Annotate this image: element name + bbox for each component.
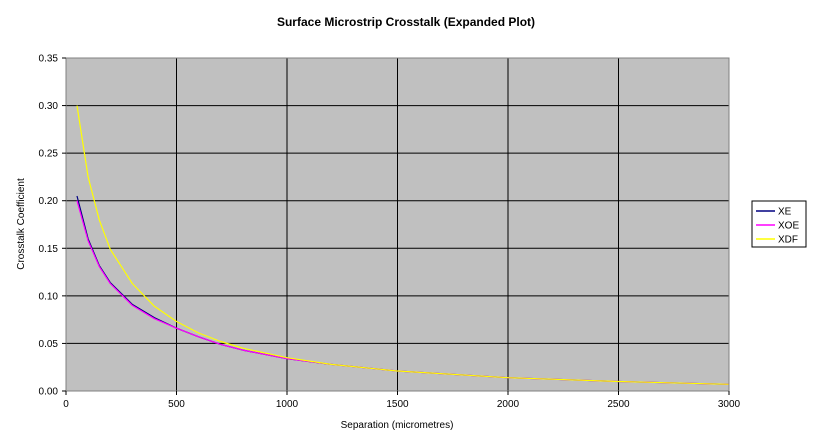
x-tick-label: 0 <box>63 399 69 410</box>
y-axis-label: Crosstalk Coefficient <box>16 178 27 270</box>
x-tick-label: 2000 <box>497 399 520 410</box>
y-tick-label: 0.25 <box>39 149 59 160</box>
legend: XE XOE XDF <box>751 200 807 248</box>
x-tick-label: 3000 <box>718 399 741 410</box>
series-layer <box>76 105 730 385</box>
x-tick-label: 500 <box>168 399 185 410</box>
y-tick-label: 0.05 <box>39 339 59 350</box>
y-tick-label: 0.30 <box>39 101 59 112</box>
legend-label-xe: XE <box>778 207 792 218</box>
x-tick-label: 1500 <box>386 399 409 410</box>
plot-area <box>65 57 730 392</box>
y-tick-label: 0.35 <box>39 54 59 65</box>
x-tick-label: 1000 <box>276 399 299 410</box>
y-tick-label: 0.10 <box>39 291 59 302</box>
x-axis-label: Separation (micrometres) <box>341 420 454 431</box>
y-tick-label: 0.00 <box>39 387 59 398</box>
x-tick-label: 2500 <box>607 399 630 410</box>
legend-label-xoe: XOE <box>778 221 799 232</box>
y-tick-label: 0.15 <box>39 244 59 255</box>
legend-label-xdf: XDF <box>778 235 798 246</box>
chart-title: Surface Microstrip Crosstalk (Expanded P… <box>277 15 535 29</box>
y-tick-label: 0.20 <box>39 196 59 207</box>
series-line-xdf <box>76 105 730 385</box>
grid <box>66 57 730 391</box>
y-axis-ticks: 0.00 0.05 0.10 0.15 0.20 0.25 0.30 0.35 <box>39 54 66 398</box>
x-axis-ticks: 0 500 1000 1500 2000 2500 3000 <box>63 391 741 410</box>
